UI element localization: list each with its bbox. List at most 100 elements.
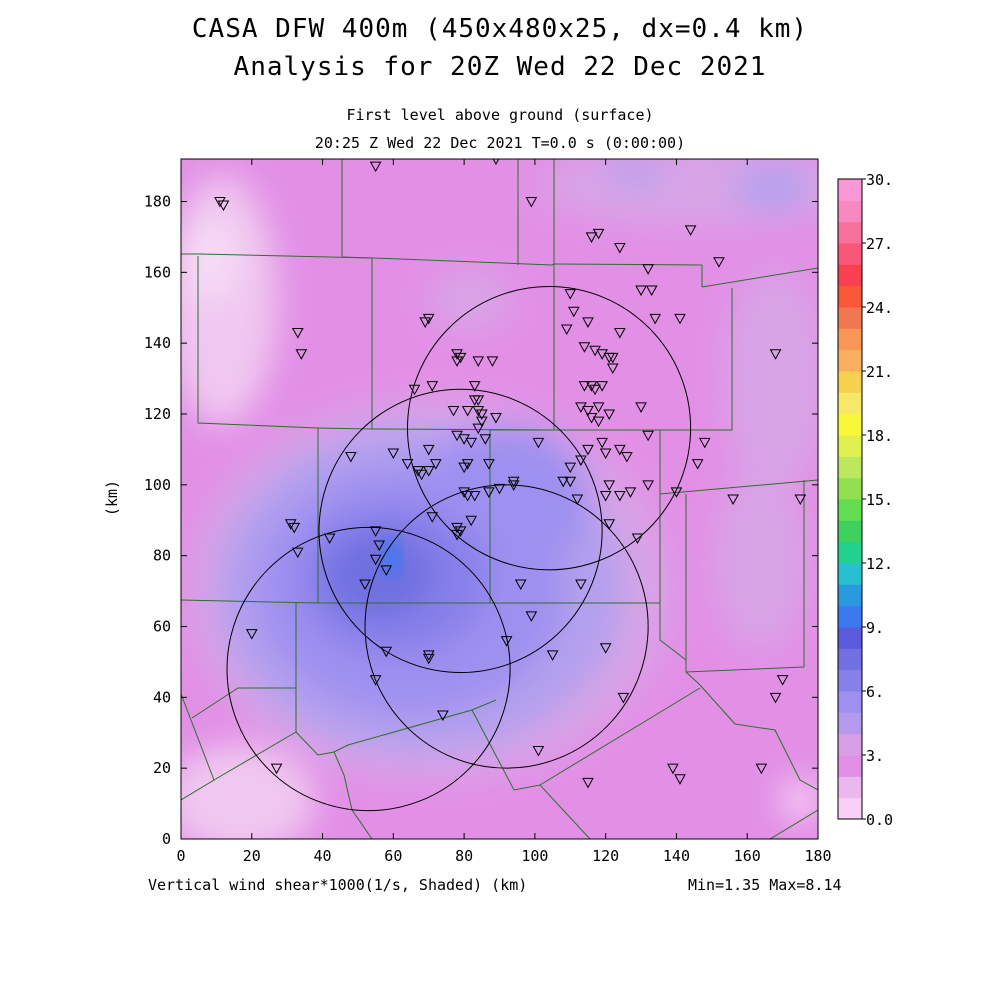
colorbar-segment	[838, 435, 862, 457]
colorbar-segment	[838, 755, 862, 777]
station-marker	[447, 405, 460, 417]
station-marker	[684, 225, 697, 236]
colorbar-segment	[838, 733, 862, 756]
station-marker	[284, 519, 297, 530]
station-marker	[613, 328, 626, 339]
station-marker	[635, 285, 647, 297]
y-tick-label: 80	[153, 547, 171, 565]
station-marker	[465, 515, 478, 527]
chart-title: CASA DFW 400m (450x480x25, dx=0.4 km)	[191, 14, 809, 44]
station-marker	[575, 579, 587, 591]
level-label: First level above ground (surface)	[346, 106, 654, 124]
station-marker	[794, 494, 807, 506]
station-marker	[642, 264, 654, 275]
station-marker	[217, 200, 230, 212]
station-marker	[606, 363, 619, 374]
colorbar-label: 6.	[866, 683, 884, 701]
station-marker	[564, 476, 577, 488]
station-marker	[369, 161, 382, 173]
station-marker	[454, 352, 467, 364]
station-marker	[451, 356, 463, 367]
colorbar-segment	[838, 328, 862, 351]
station-marker	[617, 692, 630, 704]
station-marker	[592, 416, 605, 428]
station-marker	[575, 455, 587, 467]
station-marker	[214, 197, 226, 208]
station-marker	[776, 675, 789, 686]
colorbar-segment	[838, 477, 862, 500]
station-marker	[422, 650, 435, 661]
station-marker	[426, 512, 439, 523]
station-marker	[713, 257, 725, 268]
station-marker	[472, 356, 485, 367]
x-tick-label: 0	[176, 847, 185, 865]
station-marker	[507, 476, 520, 488]
station-marker	[369, 554, 382, 566]
station-marker	[437, 710, 449, 722]
colorbar-label: 12.	[866, 555, 893, 573]
station-marker	[483, 487, 495, 498]
colorbar-label: 0.0	[866, 811, 893, 829]
station-marker	[486, 356, 499, 367]
station-marker	[769, 349, 782, 360]
station-marker	[532, 437, 545, 449]
colorbar-label: 27.	[866, 235, 893, 253]
station-marker	[557, 476, 570, 488]
colorbar-segment	[838, 371, 862, 393]
station-marker	[631, 533, 644, 544]
station-markers	[214, 159, 807, 789]
colorbar-segment	[838, 669, 862, 692]
station-marker	[582, 777, 594, 789]
colorbar-segment	[838, 797, 862, 820]
colorbar-segment	[838, 776, 862, 799]
x-tick-label: 180	[804, 847, 831, 865]
station-marker	[475, 409, 488, 421]
station-marker	[613, 444, 626, 456]
county-boundaries	[181, 159, 818, 839]
station-marker	[419, 317, 432, 328]
station-marker	[603, 409, 616, 421]
radar-ring	[226, 526, 511, 812]
station-marker	[599, 448, 612, 459]
station-marker	[291, 328, 304, 339]
colorbar-segment	[838, 712, 862, 735]
station-marker	[589, 384, 601, 396]
colorbar-segment	[838, 499, 862, 521]
station-marker	[613, 490, 626, 502]
station-marker	[560, 324, 573, 336]
station-marker	[295, 349, 308, 360]
station-marker	[571, 494, 584, 506]
y-tick-label: 140	[144, 334, 171, 352]
colorbar-segment	[838, 200, 862, 223]
colorbar-segment	[838, 307, 862, 329]
colorbar-segment	[838, 349, 862, 372]
station-marker	[642, 430, 654, 442]
station-marker	[461, 459, 474, 470]
station-marker	[475, 416, 488, 428]
station-marker	[359, 579, 371, 591]
station-marker	[451, 349, 463, 360]
y-tick-label: 160	[144, 263, 171, 281]
station-marker	[613, 243, 626, 254]
colorbar-segment	[838, 648, 862, 671]
colorbar-label: 21.	[866, 363, 893, 381]
station-marker	[288, 522, 301, 534]
y-tick-label: 180	[144, 193, 171, 211]
station-marker	[578, 342, 591, 353]
station-marker	[599, 643, 612, 654]
y-tick-label: 100	[144, 476, 171, 494]
colorbar-segment	[838, 584, 862, 607]
station-marker	[451, 522, 463, 534]
station-marker	[291, 547, 304, 559]
station-marker	[582, 444, 594, 456]
station-marker	[674, 313, 686, 325]
colorbar-label: 30.	[866, 171, 893, 189]
station-marker	[698, 437, 711, 449]
colorbar-label: 18.	[866, 427, 893, 445]
station-marker	[670, 487, 683, 498]
station-marker	[635, 402, 647, 413]
colorbar-segment	[838, 563, 862, 585]
x-axis: 0 20 40 60 80 100 120 140 160 180	[176, 159, 832, 865]
station-marker	[674, 774, 686, 785]
